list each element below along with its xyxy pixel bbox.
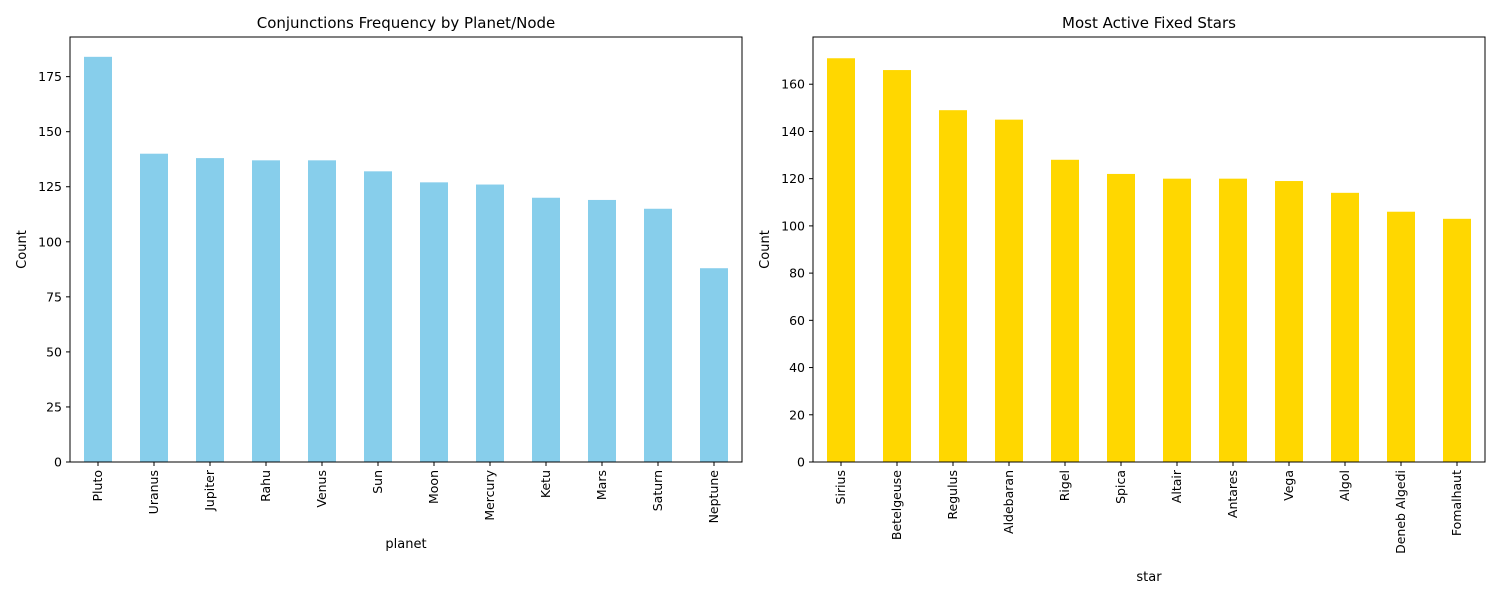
y-tick-label: 60 [789, 313, 805, 328]
bar-group [84, 56, 728, 463]
x-tick-label: Uranus [146, 470, 161, 514]
x-tick-label: Vega [1281, 470, 1296, 501]
bar [1331, 192, 1359, 462]
x-axis-ticks: Sirius Betelgeuse Regulus Aldebaran Rigel Spi… [833, 462, 1464, 554]
y-tick-label: 120 [781, 171, 805, 186]
x-tick-label: Fomalhaut [1449, 470, 1464, 536]
x-tick-label: Ketu [538, 470, 553, 498]
chart-title: Most Active Fixed Stars [1062, 14, 1236, 32]
x-tick-label: Sirius [833, 470, 848, 504]
bar [1107, 173, 1135, 462]
x-tick-label: Deneb Algedi [1393, 470, 1408, 554]
bar [1387, 211, 1415, 462]
x-tick-label: Jupiter [202, 469, 217, 512]
bar [252, 160, 280, 462]
x-tick-label: Venus [314, 470, 329, 508]
bar [420, 182, 448, 462]
plot-frame [812, 36, 1486, 463]
bar [84, 56, 112, 462]
y-tick-label: 0 [54, 455, 62, 470]
y-tick-label: 20 [789, 407, 805, 422]
x-axis-label: planet [385, 537, 426, 552]
bar [995, 119, 1023, 462]
y-tick-label: 125 [38, 179, 62, 194]
x-tick-label: Sun [370, 470, 385, 494]
x-tick-label: Betelgeuse [889, 470, 904, 540]
y-tick-label: 150 [38, 124, 62, 139]
bar [1051, 159, 1079, 462]
y-tick-label: 160 [781, 77, 805, 92]
x-tick-label: Regulus [945, 470, 960, 520]
bar [364, 171, 392, 462]
bar [1219, 178, 1247, 463]
bar [827, 58, 855, 462]
x-tick-label: Antares [1225, 470, 1240, 518]
bar-group [827, 58, 1471, 463]
x-tick-label: Rigel [1057, 470, 1072, 501]
y-tick-label: 0 [797, 455, 805, 470]
x-tick-label: Neptune [706, 470, 721, 524]
y-tick-label: 50 [46, 344, 62, 359]
y-tick-label: 100 [38, 234, 62, 249]
bar [140, 153, 168, 462]
y-tick-label: 140 [781, 124, 805, 139]
bar [939, 110, 967, 462]
x-tick-label: Rahu [258, 470, 273, 502]
bar [588, 199, 616, 462]
bar [883, 70, 911, 462]
x-tick-label: Pluto [90, 470, 105, 501]
chart-title: Conjunctions Frequency by Planet/Node [257, 14, 556, 32]
x-tick-label: Algol [1337, 470, 1352, 501]
planet-conjunctions-chart: Conjunctions Frequency by Planet/Node 0 2… [15, 14, 743, 552]
x-tick-label: Aldebaran [1001, 470, 1016, 534]
y-axis-label: Count [15, 230, 30, 269]
y-axis-ticks: 0 20 40 60 80 100 120 140 160 [781, 77, 813, 470]
fixed-stars-chart: Most Active Fixed Stars 0 20 40 60 80 100 120 1… [758, 14, 1486, 585]
bar [532, 197, 560, 462]
y-tick-label: 80 [789, 266, 805, 281]
plot-frame [69, 36, 743, 463]
x-tick-label: Moon [426, 470, 441, 504]
bar [196, 158, 224, 463]
x-tick-label: Spica [1113, 470, 1128, 504]
y-tick-label: 75 [46, 289, 62, 304]
y-tick-label: 25 [46, 399, 62, 414]
bar [644, 208, 672, 462]
x-axis-ticks: Pluto Uranus Jupiter Rahu Venus Sun Moon Mercur… [90, 462, 721, 523]
x-tick-label: Mercury [482, 469, 497, 520]
bar [700, 268, 728, 462]
bar [1275, 181, 1303, 462]
x-tick-label: Altair [1169, 469, 1184, 503]
y-tick-label: 40 [789, 360, 805, 375]
x-tick-label: Saturn [650, 470, 665, 511]
bar [1443, 218, 1471, 462]
y-axis-label: Count [758, 230, 773, 269]
bar [1163, 178, 1191, 463]
y-tick-label: 175 [38, 69, 62, 84]
x-tick-label: Mars [594, 470, 609, 500]
bar [308, 160, 336, 462]
y-axis-ticks: 0 25 50 75 100 125 150 175 [38, 69, 70, 470]
bar [476, 184, 504, 463]
y-tick-label: 100 [781, 218, 805, 233]
x-axis-label: star [1136, 570, 1162, 585]
